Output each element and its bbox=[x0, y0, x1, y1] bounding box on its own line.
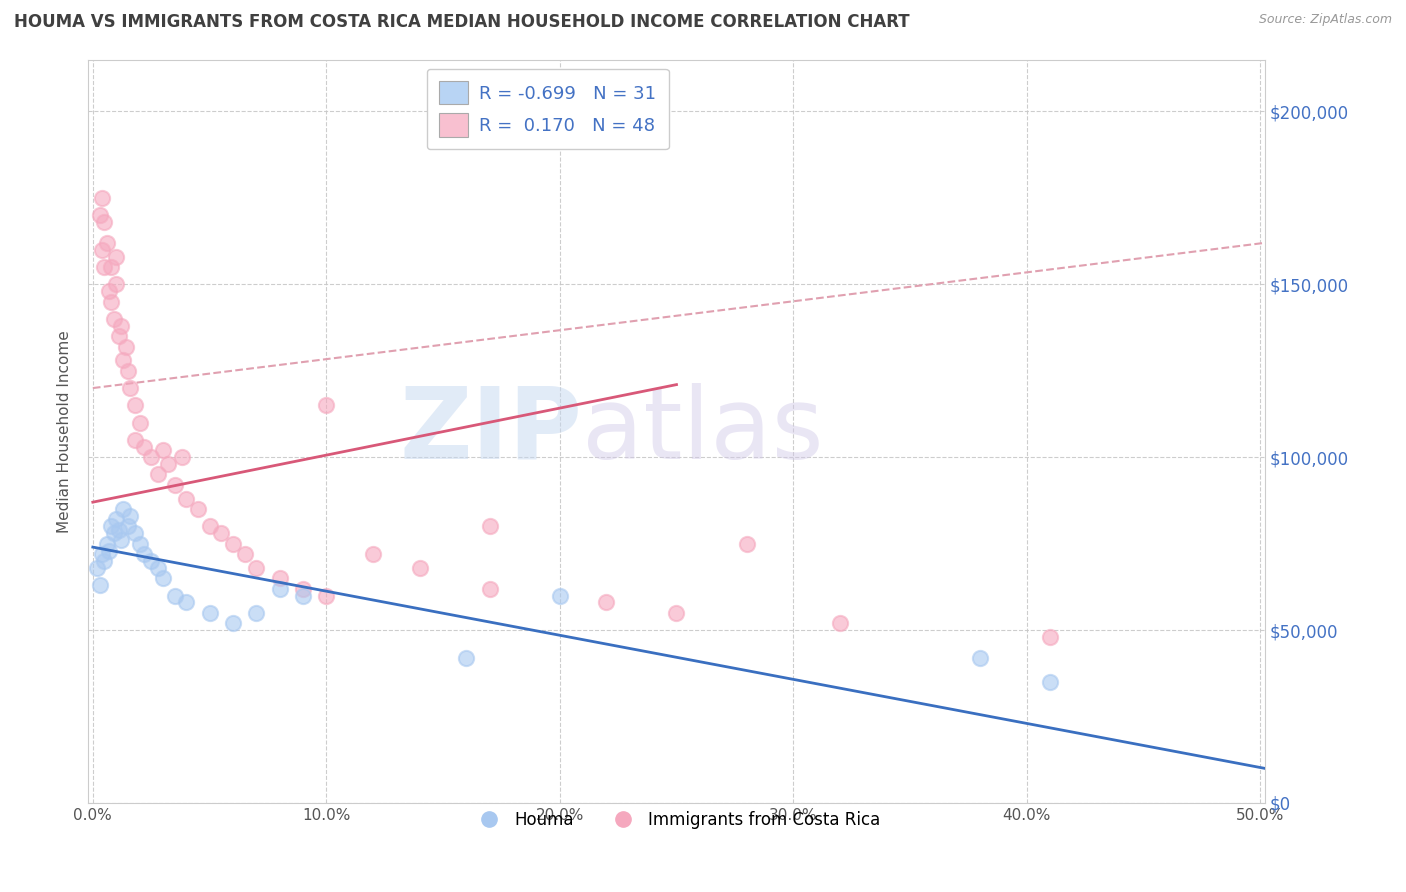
Point bbox=[170, 450, 193, 465]
Point bbox=[156, 457, 179, 471]
Point bbox=[245, 606, 267, 620]
Point bbox=[124, 398, 146, 412]
Point bbox=[110, 318, 132, 333]
Point bbox=[163, 589, 186, 603]
Point bbox=[269, 571, 291, 585]
Point bbox=[112, 502, 135, 516]
Point bbox=[120, 508, 142, 523]
Point bbox=[86, 561, 108, 575]
Point bbox=[152, 443, 174, 458]
Point bbox=[408, 561, 430, 575]
Point bbox=[456, 650, 478, 665]
Point bbox=[548, 589, 571, 603]
Point bbox=[134, 547, 156, 561]
Point bbox=[198, 519, 221, 533]
Point bbox=[112, 353, 135, 368]
Point bbox=[96, 536, 118, 550]
Point bbox=[91, 243, 114, 257]
Point bbox=[134, 440, 156, 454]
Point bbox=[222, 616, 245, 631]
Point bbox=[174, 595, 197, 609]
Point bbox=[128, 536, 150, 550]
Point bbox=[103, 312, 125, 326]
Point bbox=[315, 398, 337, 412]
Point bbox=[120, 381, 142, 395]
Point bbox=[93, 260, 115, 274]
Point bbox=[735, 536, 758, 550]
Point bbox=[152, 571, 174, 585]
Point bbox=[222, 536, 245, 550]
Point bbox=[93, 215, 115, 229]
Point bbox=[141, 554, 163, 568]
Point bbox=[1039, 630, 1062, 644]
Point bbox=[478, 519, 501, 533]
Point bbox=[91, 191, 114, 205]
Point bbox=[89, 578, 111, 592]
Point bbox=[105, 277, 128, 292]
Point bbox=[91, 547, 114, 561]
Point bbox=[828, 616, 851, 631]
Text: HOUMA VS IMMIGRANTS FROM COSTA RICA MEDIAN HOUSEHOLD INCOME CORRELATION CHART: HOUMA VS IMMIGRANTS FROM COSTA RICA MEDI… bbox=[14, 13, 910, 31]
Point bbox=[107, 329, 129, 343]
Point bbox=[96, 235, 118, 250]
Point bbox=[117, 364, 139, 378]
Point bbox=[93, 554, 115, 568]
Text: atlas: atlas bbox=[582, 383, 824, 480]
Point bbox=[187, 502, 209, 516]
Point bbox=[98, 543, 121, 558]
Point bbox=[124, 433, 146, 447]
Point bbox=[141, 450, 163, 465]
Point bbox=[209, 526, 232, 541]
Point bbox=[245, 561, 267, 575]
Point bbox=[174, 491, 197, 506]
Point bbox=[233, 547, 256, 561]
Point bbox=[291, 589, 314, 603]
Legend: Houma, Immigrants from Costa Rica: Houma, Immigrants from Costa Rica bbox=[465, 805, 887, 836]
Point bbox=[665, 606, 688, 620]
Point bbox=[595, 595, 617, 609]
Point bbox=[100, 294, 122, 309]
Point bbox=[107, 523, 129, 537]
Y-axis label: Median Household Income: Median Household Income bbox=[58, 330, 72, 533]
Point bbox=[148, 467, 170, 482]
Point bbox=[100, 519, 122, 533]
Point bbox=[315, 589, 337, 603]
Point bbox=[148, 561, 170, 575]
Point bbox=[969, 650, 991, 665]
Point bbox=[114, 340, 136, 354]
Point bbox=[105, 512, 128, 526]
Text: ZIP: ZIP bbox=[399, 383, 582, 480]
Point bbox=[105, 250, 128, 264]
Point bbox=[291, 582, 314, 596]
Point bbox=[100, 260, 122, 274]
Point bbox=[89, 208, 111, 222]
Point bbox=[478, 582, 501, 596]
Point bbox=[124, 526, 146, 541]
Point bbox=[361, 547, 384, 561]
Point bbox=[117, 519, 139, 533]
Point bbox=[110, 533, 132, 548]
Point bbox=[128, 416, 150, 430]
Point bbox=[1039, 675, 1062, 690]
Point bbox=[163, 478, 186, 492]
Text: Source: ZipAtlas.com: Source: ZipAtlas.com bbox=[1258, 13, 1392, 27]
Point bbox=[269, 582, 291, 596]
Point bbox=[103, 526, 125, 541]
Point bbox=[198, 606, 221, 620]
Point bbox=[98, 285, 121, 299]
